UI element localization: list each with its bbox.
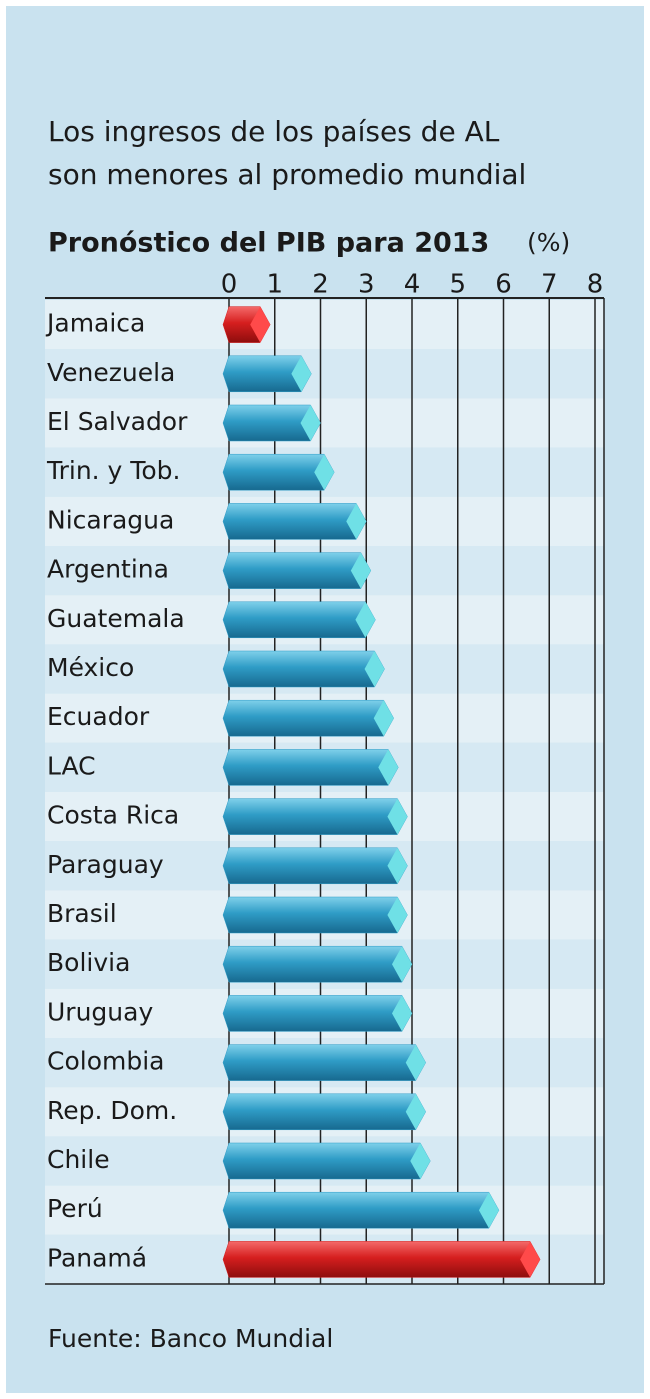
y-tick-label: Paraguay: [47, 850, 164, 879]
bar: [222, 1191, 500, 1229]
source: Fuente: Banco Mundial: [48, 1324, 333, 1353]
bar: [222, 1093, 427, 1131]
bar-tip: [373, 700, 394, 737]
y-tick-label: Brasil: [47, 899, 117, 928]
bar: [222, 1044, 427, 1081]
y-tick-label: Panamá: [47, 1243, 147, 1272]
bar: [222, 601, 376, 639]
y-tick-label: Rep. Dom.: [47, 1096, 177, 1125]
y-tick-label: Guatemala: [47, 604, 185, 633]
y-tick-label: Argentina: [47, 555, 169, 584]
bar: [222, 995, 413, 1032]
bar: [222, 503, 367, 540]
bar: [222, 896, 408, 934]
bar-tip: [405, 1093, 426, 1130]
bar-tip: [387, 897, 408, 933]
bar-tip: [520, 1241, 541, 1278]
row-stripe: [45, 300, 604, 350]
bar-tip: [392, 995, 412, 1032]
bar: [222, 1241, 541, 1278]
x-tick-label: 4: [404, 270, 421, 300]
bar-tip: [392, 946, 412, 983]
x-tick-label: 6: [495, 270, 512, 300]
row-stripe: [45, 349, 604, 399]
bar-tip: [250, 306, 271, 343]
bar-tip: [387, 798, 408, 835]
title-line: son menores al promedio mundial: [48, 158, 526, 191]
bar: [222, 1142, 431, 1180]
subtitle: Pronóstico del PIB para 2013: [48, 228, 489, 259]
title-line: Los ingresos de los países de AL: [48, 115, 500, 148]
y-tick-label: Trin. y Tob.: [46, 456, 180, 485]
x-tick-label: 1: [266, 270, 283, 300]
bar: [222, 945, 413, 983]
y-tick-label: Venezuela: [47, 358, 175, 387]
y-tick-label: Uruguay: [47, 997, 153, 1026]
y-tick-label: El Salvador: [47, 407, 188, 436]
y-tick-label: Chile: [47, 1145, 110, 1174]
y-tick-label: Nicaragua: [47, 505, 174, 534]
bar-tip: [378, 749, 399, 786]
x-tick-label: 0: [221, 270, 238, 300]
bar-tip: [355, 601, 376, 638]
y-tick-label: Jamaica: [45, 309, 145, 338]
bar-tip: [364, 651, 385, 687]
bar-tip: [300, 405, 321, 441]
bar: [222, 798, 408, 835]
bar: [222, 552, 372, 589]
unit: (%): [527, 228, 570, 257]
bar-tip: [410, 1143, 431, 1179]
y-tick-label: Perú: [47, 1194, 103, 1223]
y-tick-label: Costa Rica: [47, 801, 179, 830]
y-tick-label: Ecuador: [47, 702, 150, 731]
bar: [222, 847, 408, 885]
row-stripe: [45, 398, 604, 448]
x-tick-label: 3: [358, 270, 375, 300]
bar-tip: [314, 454, 335, 491]
bar-tip: [291, 355, 312, 392]
bar-tip: [478, 1192, 499, 1229]
y-tick-label: LAC: [47, 751, 96, 780]
bar: [222, 699, 394, 737]
bar-tip: [405, 1044, 426, 1081]
x-tick-label: 2: [312, 270, 329, 300]
bar-tip: [350, 552, 371, 589]
x-tick-label: 7: [541, 270, 558, 300]
bar-tip: [346, 503, 367, 540]
y-tick-label: Bolivia: [47, 948, 130, 977]
bar: [222, 650, 385, 688]
bar: [222, 749, 399, 786]
y-tick-label: Colombia: [47, 1047, 164, 1076]
x-tick-label: 5: [449, 270, 466, 300]
y-tick-label: México: [47, 653, 134, 682]
bar-tip: [387, 847, 408, 884]
x-tick-label: 8: [587, 270, 604, 300]
